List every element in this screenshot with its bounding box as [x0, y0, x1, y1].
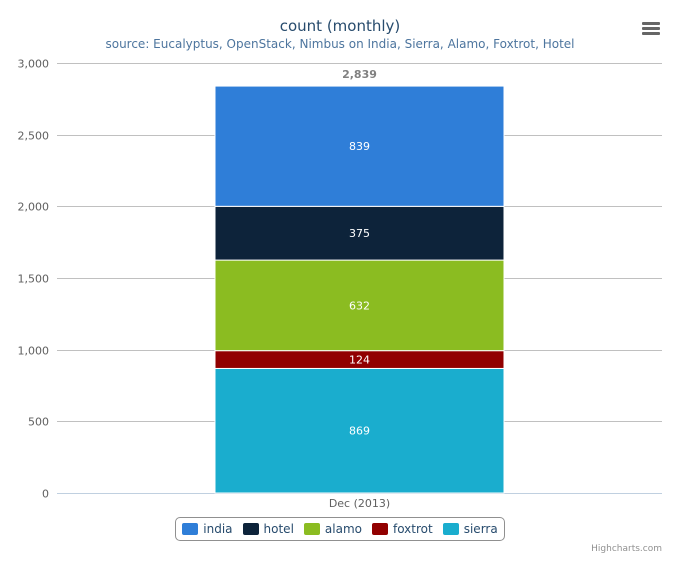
- y-tick-label: 2,000: [18, 201, 50, 214]
- legend-swatch: [303, 523, 320, 535]
- legend-label: alamo: [324, 522, 362, 536]
- data-label-india: 839: [349, 140, 370, 153]
- data-label-alamo: 632: [349, 299, 370, 312]
- bar-stack: [214, 85, 505, 494]
- legend-item-sierra[interactable]: sierra: [442, 522, 498, 536]
- legend-label: hotel: [263, 522, 294, 536]
- bar-segment-alamo: [214, 259, 505, 352]
- legend-item-hotel[interactable]: hotel: [242, 522, 294, 536]
- bar-segment-india: [214, 85, 505, 207]
- y-tick-label: 500: [28, 416, 49, 429]
- x-tick-label: Dec (2013): [329, 497, 390, 510]
- data-label-foxtrot: 124: [349, 354, 370, 367]
- data-label-hotel: 375: [349, 227, 370, 240]
- bar-segment-hotel: [214, 205, 505, 261]
- y-axis-labels: 0 500 1,000 1,500 2,000 2,500 3,000: [18, 58, 50, 501]
- menu-bar: [642, 27, 660, 30]
- y-tick-label: 0: [42, 488, 49, 501]
- bar-segment-sierra: [214, 367, 505, 494]
- y-tick-label: 1,000: [18, 345, 50, 358]
- menu-bar: [642, 22, 660, 25]
- legend-swatch: [371, 523, 388, 535]
- legend-swatch: [242, 523, 259, 535]
- legend-item-alamo[interactable]: alamo: [303, 522, 362, 536]
- chart-title: count (monthly): [279, 17, 401, 35]
- hamburger-menu-icon[interactable]: [640, 20, 662, 38]
- y-tick-label: 2,500: [18, 130, 50, 143]
- legend-label: foxtrot: [392, 522, 433, 536]
- y-tick-label: 1,500: [18, 273, 50, 286]
- legend-item-india[interactable]: india: [182, 522, 233, 536]
- data-label-sierra: 869: [349, 425, 370, 438]
- legend-item-foxtrot[interactable]: foxtrot: [371, 522, 433, 536]
- menu-bar: [642, 32, 660, 35]
- legend-label: sierra: [463, 522, 498, 536]
- legend-swatch: [182, 523, 199, 535]
- x-axis-labels: Dec (2013): [329, 497, 390, 510]
- chart-subtitle: source: Eucalyptus, OpenStack, Nimbus on…: [105, 37, 575, 51]
- chart-legend: india hotel alamo foxtrot sierra: [175, 517, 505, 541]
- credits-link[interactable]: Highcharts.com: [591, 544, 662, 554]
- legend-swatch: [442, 523, 459, 535]
- legend-label: india: [203, 522, 233, 536]
- y-tick-label: 3,000: [18, 58, 50, 71]
- stack-total-label: 2,839: [342, 68, 377, 81]
- bar-value-labels: 869 124 632 375 839 2,839: [342, 68, 377, 438]
